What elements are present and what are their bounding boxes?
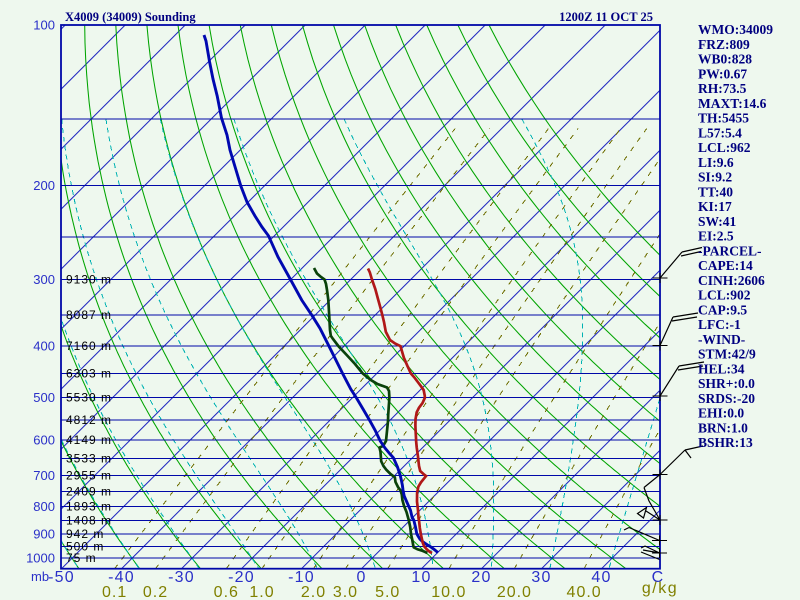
svg-text:30: 30 [531, 569, 551, 586]
svg-text:300: 300 [33, 272, 55, 287]
svg-text:0.1: 0.1 [102, 584, 127, 600]
svg-text:C: C [652, 569, 665, 586]
svg-text:4149 m: 4149 m [66, 433, 112, 447]
svg-text:LCL:962: LCL:962 [698, 140, 751, 155]
svg-text:2.0: 2.0 [301, 584, 326, 600]
svg-text:200: 200 [33, 178, 55, 193]
svg-text:SW:41: SW:41 [698, 214, 737, 229]
svg-text:CAP:9.5: CAP:9.5 [698, 302, 747, 317]
svg-text:40.0: 40.0 [567, 584, 602, 600]
svg-text:10: 10 [411, 569, 431, 586]
svg-text:RH:73.5: RH:73.5 [698, 81, 747, 96]
svg-text:0.2: 0.2 [143, 584, 168, 600]
svg-text:0: 0 [356, 569, 366, 586]
svg-text:-WIND-: -WIND- [698, 332, 745, 347]
svg-text:600: 600 [33, 432, 55, 447]
svg-text:8087 m: 8087 m [66, 308, 112, 322]
svg-text:BSHR:13: BSHR:13 [698, 435, 753, 450]
svg-text:HEL:34: HEL:34 [698, 361, 745, 376]
svg-text:X4009 (34009) Sounding: X4009 (34009) Sounding [65, 10, 196, 24]
svg-text:6303 m: 6303 m [66, 366, 112, 380]
svg-text:LCL:902: LCL:902 [698, 288, 751, 303]
svg-text:LFC:-1: LFC:-1 [698, 317, 741, 332]
svg-text:900: 900 [33, 526, 55, 541]
svg-text:FRZ:809: FRZ:809 [698, 37, 750, 52]
svg-text:LI:9.6: LI:9.6 [698, 155, 734, 170]
svg-text:EI:2.5: EI:2.5 [698, 229, 734, 244]
svg-text:20: 20 [471, 569, 491, 586]
svg-text:WB0:828: WB0:828 [698, 52, 752, 67]
svg-text:20.0: 20.0 [497, 584, 532, 600]
svg-text:7160 m: 7160 m [66, 339, 112, 353]
svg-text:4812 m: 4812 m [66, 413, 112, 427]
svg-text:KI:17: KI:17 [698, 199, 732, 214]
svg-text:2955 m: 2955 m [66, 469, 112, 483]
svg-text:700: 700 [33, 468, 55, 483]
svg-text:500: 500 [33, 390, 55, 405]
svg-text:SRDS:-20: SRDS:-20 [698, 391, 755, 406]
svg-text:100: 100 [33, 18, 55, 33]
svg-text:75 m: 75 m [66, 551, 97, 565]
svg-text:STM:42/9: STM:42/9 [698, 347, 756, 362]
svg-text:2409 m: 2409 m [66, 485, 112, 499]
svg-text:TT:40: TT:40 [698, 184, 733, 199]
svg-text:SI:9.2: SI:9.2 [698, 170, 732, 185]
svg-text:0.6: 0.6 [214, 584, 239, 600]
svg-text:EHI:0.0: EHI:0.0 [698, 406, 744, 421]
svg-text:L57:5.4: L57:5.4 [698, 125, 742, 140]
svg-text:mb: mb [31, 569, 49, 584]
svg-text:9130 m: 9130 m [66, 272, 112, 286]
svg-text:3533 m: 3533 m [66, 451, 112, 465]
svg-text:WMO:34009: WMO:34009 [698, 22, 773, 37]
svg-text:800: 800 [33, 499, 55, 514]
svg-text:3.0: 3.0 [333, 584, 358, 600]
svg-text:MAXT:14.6: MAXT:14.6 [698, 96, 767, 111]
svg-text:TH:5455: TH:5455 [698, 111, 749, 126]
svg-text:PW:0.67: PW:0.67 [698, 66, 747, 81]
svg-text:400: 400 [33, 339, 55, 354]
svg-text:5.0: 5.0 [375, 584, 400, 600]
svg-text:500 m: 500 m [66, 539, 104, 553]
svg-text:-10: -10 [288, 569, 315, 586]
svg-text:-PARCEL-: -PARCEL- [698, 243, 762, 258]
svg-text:-20: -20 [228, 569, 255, 586]
svg-text:BRN:1.0: BRN:1.0 [698, 420, 748, 435]
svg-text:CINH:2606: CINH:2606 [698, 273, 765, 288]
svg-text:1.0: 1.0 [249, 584, 274, 600]
svg-text:942 m: 942 m [66, 527, 104, 541]
svg-text:1200Z 11 OCT 25: 1200Z 11 OCT 25 [559, 10, 653, 24]
svg-text:10.0: 10.0 [431, 584, 466, 600]
svg-text:CAPE:14: CAPE:14 [698, 258, 753, 273]
svg-text:-30: -30 [168, 569, 195, 586]
svg-text:1000: 1000 [26, 551, 55, 566]
svg-text:-40: -40 [108, 569, 135, 586]
svg-text:SHR+:0.0: SHR+:0.0 [698, 376, 755, 391]
svg-text:1893 m: 1893 m [66, 500, 112, 514]
svg-text:1408 m: 1408 m [66, 514, 112, 528]
svg-text:40: 40 [591, 569, 611, 586]
svg-text:5530 m: 5530 m [66, 391, 112, 405]
svg-text:g/kg: g/kg [642, 580, 678, 597]
svg-text:-50: -50 [48, 569, 75, 586]
